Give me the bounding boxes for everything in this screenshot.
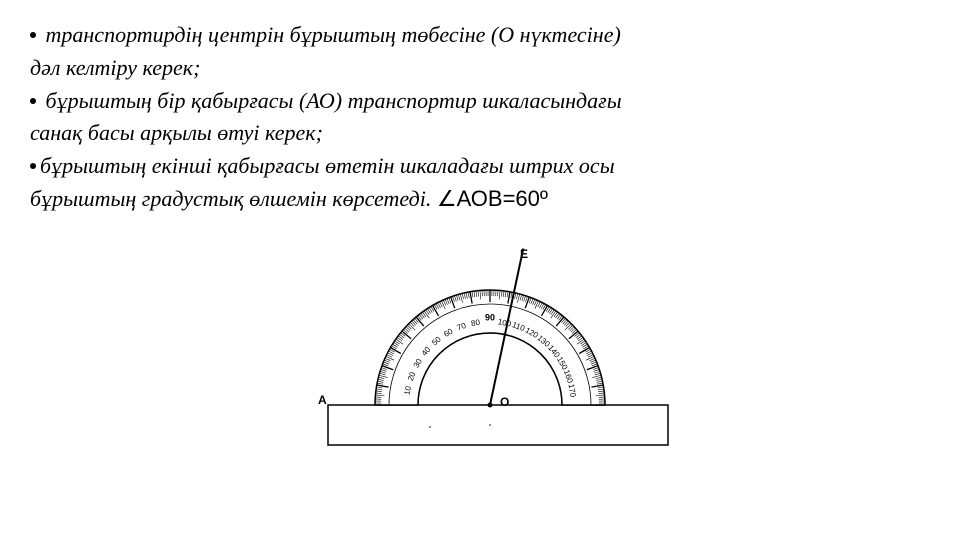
text-line: санақ басы арқылы өтуі керек;: [30, 120, 323, 145]
protractor-diagram: 1020304050607080901001101201301401501601…: [280, 245, 680, 465]
bullet-item-1: транспортирдің центрін бұрыштың төбесіне…: [30, 20, 930, 51]
diagram-container: 1020304050607080901001101201301401501601…: [30, 245, 930, 465]
bullet-dot: [30, 32, 36, 38]
protractor-svg: 1020304050607080901001101201301401501601…: [280, 245, 680, 465]
svg-text:90: 90: [485, 312, 495, 322]
bullet-item-3: бұрыштың екінші қабырғасы өтетін шкалада…: [30, 151, 930, 182]
angle-expression: ∠АОВ=60º: [437, 186, 548, 211]
text-line: транспортирдің центрін бұрыштың төбесіне…: [40, 22, 621, 47]
bullet-dot: [30, 98, 36, 104]
bullet-dot: [30, 163, 36, 169]
text-line: бұрыштың екінші қабырғасы өтетін шкалада…: [40, 153, 615, 178]
point-label-E: E: [520, 247, 528, 261]
text-continuation: бұрыштың градустық өлшемін көрсетеді. ∠А…: [30, 184, 930, 215]
text-line: дәл келтіру керек;: [30, 55, 200, 80]
instruction-text: транспортирдің центрін бұрыштың төбесіне…: [30, 20, 930, 215]
bullet-item-2: бұрыштың бір қабырғасы (АО) транспортир …: [30, 86, 930, 117]
text-line: бұрыштың градустық өлшемін көрсетеді.: [30, 186, 437, 211]
point-label-O: O: [500, 395, 509, 409]
text-continuation: дәл келтіру керек;: [30, 53, 930, 84]
text-line: бұрыштың бір қабырғасы (АО) транспортир …: [40, 88, 622, 113]
point-label-A: A: [318, 393, 327, 407]
text-continuation: санақ басы арқылы өтуі керек;: [30, 118, 930, 149]
